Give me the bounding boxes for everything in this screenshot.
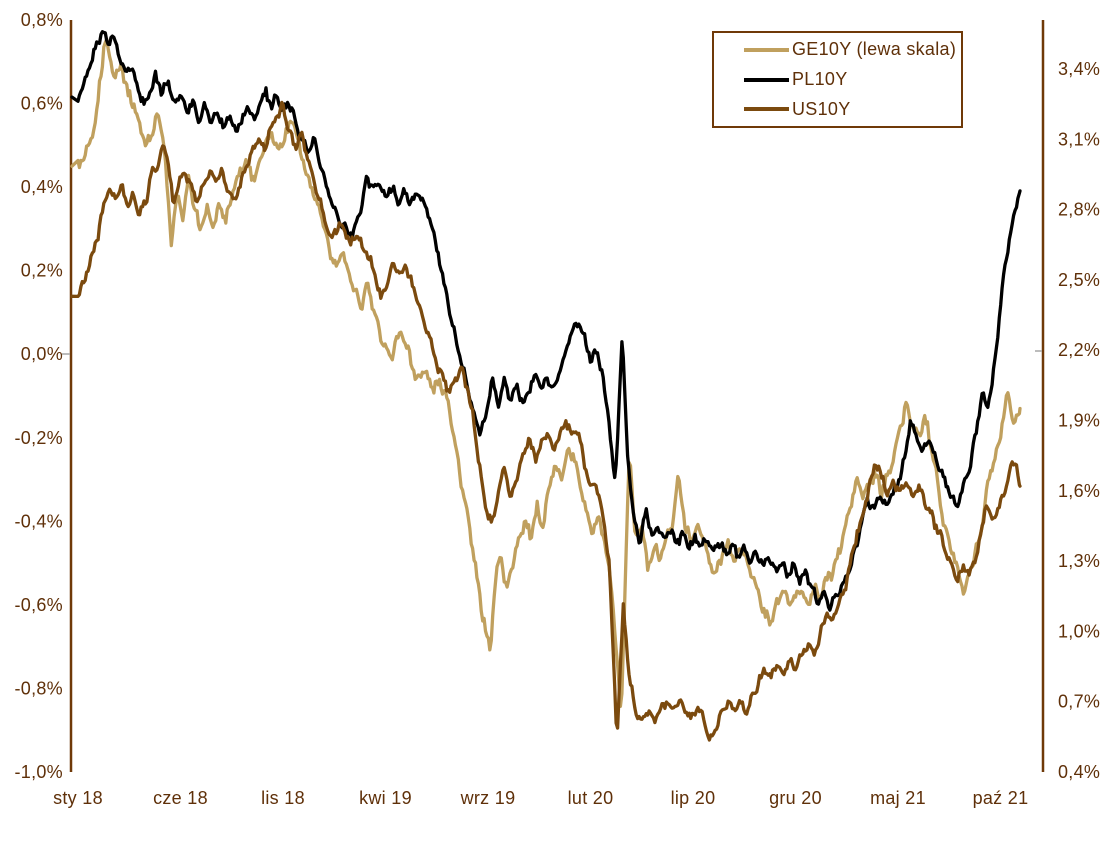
left-axis-tick-label: -0,4% [14, 511, 63, 531]
right-axis-tick-label: 3,4% [1058, 59, 1100, 79]
legend-line-pl10y-icon [744, 77, 789, 82]
legend-label-us10y: US10Y [792, 98, 851, 119]
right-axis-tick-label: 2,2% [1058, 340, 1100, 360]
right-axis-tick-label: 0,7% [1058, 692, 1100, 712]
right-axis-tick-label: 1,6% [1058, 481, 1100, 501]
x-axis-tick-label: sty 18 [53, 788, 103, 808]
x-axis-tick-label: kwi 19 [359, 788, 412, 808]
series-line-ge10y [70, 37, 1022, 708]
left-axis-tick-label: 0,2% [21, 261, 63, 281]
x-axis-tick-label: lip 20 [671, 788, 716, 808]
legend-label-ge10y: GE10Y (lewa skala) [792, 39, 957, 60]
legend-label-pl10y: PL10Y [792, 69, 848, 89]
x-axis-tick-label: paź 21 [973, 788, 1029, 808]
right-axis-tick-label: 1,9% [1058, 411, 1100, 431]
legend-entry-us10y: US10Y [744, 96, 961, 122]
right-axis-tick-label: 2,8% [1058, 200, 1100, 220]
x-axis-tick-label: gru 20 [769, 788, 822, 808]
x-axis-tick-label: lut 20 [568, 788, 614, 808]
left-axis-tick-label: -0,8% [14, 678, 63, 698]
right-axis-tick-label: 0,4% [1058, 762, 1100, 782]
right-axis-tick-label: 1,3% [1058, 551, 1100, 571]
left-axis-tick-label: -1,0% [14, 762, 63, 782]
right-axis-tick-label: 1,0% [1058, 621, 1100, 641]
left-axis-tick-label: 0,4% [21, 177, 63, 197]
left-axis-tick-label: -0,6% [14, 595, 63, 615]
left-axis-tick-label: 0,0% [21, 344, 63, 364]
left-axis-tick-label: 0,6% [21, 94, 63, 114]
x-axis-tick-label: maj 21 [870, 788, 926, 808]
series-line-us10y [70, 100, 1022, 742]
x-axis-tick-label: cze 18 [153, 788, 208, 808]
x-axis-tick-label: wrz 19 [460, 788, 516, 808]
chart-legend: GE10Y (lewa skala) PL10Y US10Y [712, 31, 963, 128]
x-axis-tick-label: lis 18 [261, 788, 305, 808]
left-axis-tick-label: 0,8% [21, 10, 63, 30]
left-axis-tick-label: -0,2% [14, 428, 63, 448]
legend-entry-ge10y: GE10Y (lewa skala) [744, 37, 961, 63]
legend-line-ge10y-icon [744, 47, 789, 52]
right-axis-tick-label: 2,5% [1058, 270, 1100, 290]
legend-line-us10y-icon [744, 107, 789, 112]
right-axis-tick-label: 3,1% [1058, 129, 1100, 149]
legend-entry-pl10y: PL10Y [744, 67, 961, 93]
